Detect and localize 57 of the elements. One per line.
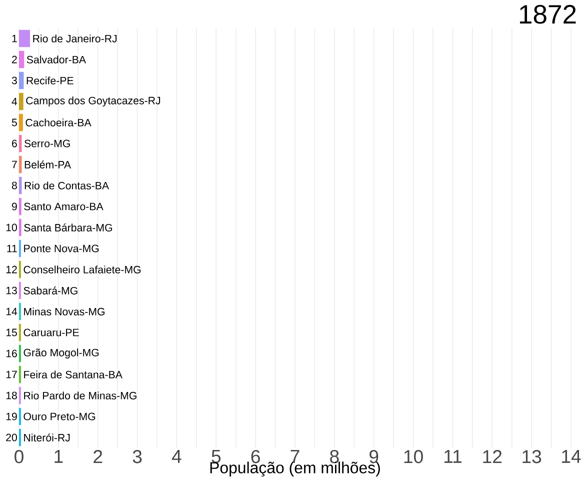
y-tick-label: Campos dos Goytacazes-RJ (26, 96, 160, 106)
text: 7 (12, 160, 17, 168)
x-tick-label: 5 (212, 450, 221, 464)
chart-title: 1872 (520, 4, 576, 24)
x-tick-label: 14 (562, 450, 581, 463)
y-tick-label: Niterói-RJ (24, 434, 70, 442)
text: 2 (12, 56, 17, 64)
text: 19 (6, 412, 17, 420)
text: 18 (6, 392, 17, 400)
x-tick-label: 12 (483, 450, 502, 464)
y-tick-label: Salvador-BA (26, 56, 86, 64)
text: 16 (6, 350, 17, 358)
text: 1 (12, 34, 17, 42)
x-tick-label: 1 (54, 450, 63, 463)
text: 20 (6, 434, 17, 442)
y-tick-label: Feira de Santana-BA (24, 370, 122, 378)
x-tick-label: 4 (172, 450, 182, 463)
x-tick-label: 0 (14, 450, 24, 464)
text: 14 (6, 308, 18, 316)
text: 12 (6, 266, 17, 274)
y-tick-label: Recife-PE (26, 76, 74, 84)
text: 4 (12, 98, 18, 106)
x-tick-label: 9 (370, 450, 378, 464)
text: 17 (6, 370, 17, 378)
y-tick-label: Santo Amaro-BA (24, 202, 104, 210)
text: 15 (6, 328, 17, 336)
x-tick-label: 2 (94, 450, 102, 464)
x-tick-label: 10 (404, 450, 423, 464)
x-tick-label: 8 (330, 450, 339, 464)
y-tick-label: Conselheiro Lafaiete-MG (24, 266, 141, 274)
y-tick-label: Rio de Janeiro-RJ (33, 34, 117, 42)
y-tick-label: Caruaru-PE (24, 328, 79, 336)
text: 6 (12, 140, 17, 148)
y-tick-label: Ouro Preto-MG (24, 412, 96, 420)
y-tick-label: Cachoeira-BA (26, 118, 92, 126)
y-tick-label: Minas Novas-MG (24, 308, 105, 316)
y-tick-label: Grão Mogol-MG (24, 348, 99, 358)
x-tick-label: 11 (444, 450, 462, 463)
y-tick-label: Belém-PA (24, 160, 72, 168)
text: 3 (12, 76, 17, 84)
text: 9 (12, 202, 17, 210)
text: 8 (12, 182, 17, 190)
x-tick-label: 13 (522, 450, 542, 464)
y-tick-label: Ponte Nova-MG (24, 244, 99, 252)
text: 5 (12, 118, 17, 126)
text: 13 (6, 286, 17, 294)
y-tick-label: Santa Bárbara-MG (24, 224, 112, 232)
y-tick-label: Rio Pardo de Minas-MG (24, 392, 136, 400)
text: 10 (6, 224, 17, 232)
x-tick-label: 3 (132, 450, 142, 464)
y-tick-label: Rio de Contas-BA (24, 182, 110, 190)
x-tick-label: 7 (290, 450, 300, 463)
text: 11 (7, 244, 17, 252)
y-tick-label: Serro-MG (24, 140, 70, 148)
x-tick-label: 6 (251, 450, 260, 464)
y-tick-label: Sabará-MG (24, 286, 78, 294)
x-axis-title: População (em milhões) (210, 462, 380, 477)
